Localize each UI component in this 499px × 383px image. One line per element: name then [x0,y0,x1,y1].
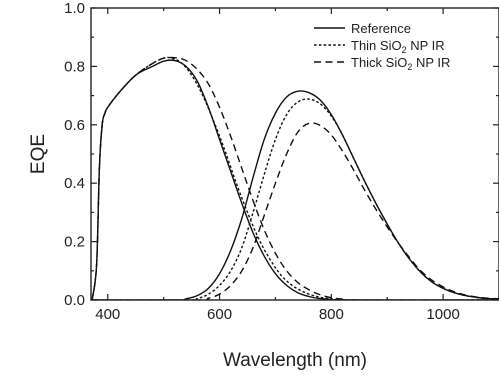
y-tick-label: 1.0 [64,0,85,17]
x-tick-label: 1000 [426,306,459,323]
series-line-dashed-4 [91,56,499,300]
legend-label: Reference [351,21,411,36]
legend-label: Thin SiO2 NP IR [351,38,445,55]
x-tick-label: 800 [319,306,344,323]
series-line-dotted-3 [91,98,499,300]
y-tick-label: 0.4 [64,175,85,192]
series-line-solid-0 [91,59,499,300]
y-tick-label: 0.6 [64,117,85,134]
x-tick-label: 400 [95,306,120,323]
tick-labels: 400 600 800 1000 0.0 0.2 0.4 0.6 0.8 1.0 [64,0,460,323]
y-tick-label: 0.8 [64,58,85,75]
series-line-dotted-2 [91,56,499,300]
plot-frame [90,7,499,301]
series-line-solid-1 [91,90,499,300]
legend-label: Thick SiO2 NP IR [351,55,450,72]
y-tick-label: 0.2 [64,234,85,251]
x-tick-label: 600 [207,306,232,323]
y-axis-title: EQE [28,134,49,174]
y-tick-label: 0.0 [64,292,85,309]
x-axis-title: Wavelength (nm) [223,350,367,371]
series-lines [91,56,499,300]
series-line-dashed-5 [91,122,499,300]
